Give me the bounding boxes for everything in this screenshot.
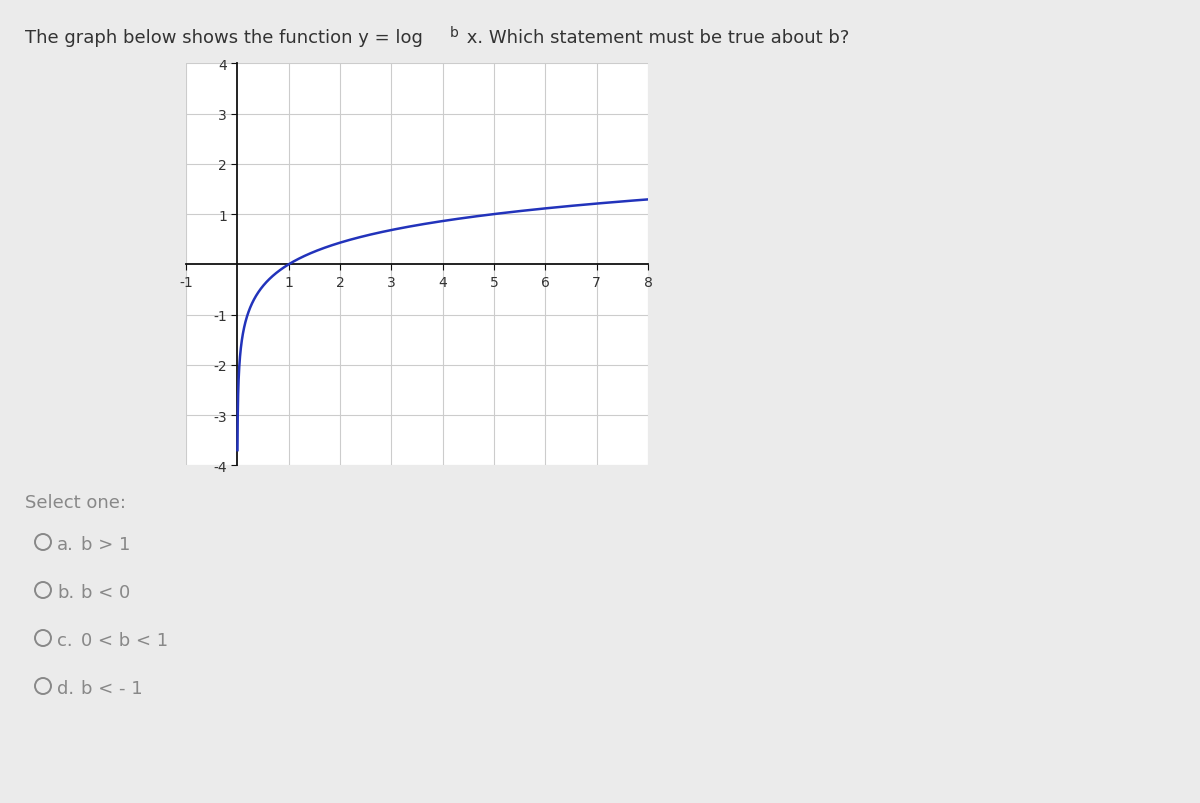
Text: Select one:: Select one:: [25, 493, 126, 512]
Text: b < 0: b < 0: [82, 583, 131, 601]
Text: b < - 1: b < - 1: [82, 679, 143, 697]
Text: c.: c.: [58, 631, 73, 649]
Text: The graph below shows the function y = log: The graph below shows the function y = l…: [25, 29, 422, 47]
Text: b > 1: b > 1: [82, 536, 131, 553]
Text: d.: d.: [58, 679, 74, 697]
Text: b: b: [450, 26, 458, 40]
Text: 0 < b < 1: 0 < b < 1: [82, 631, 168, 649]
Text: b.: b.: [58, 583, 74, 601]
Text: x. Which statement must be true about b?: x. Which statement must be true about b?: [461, 29, 850, 47]
Text: a.: a.: [58, 536, 74, 553]
